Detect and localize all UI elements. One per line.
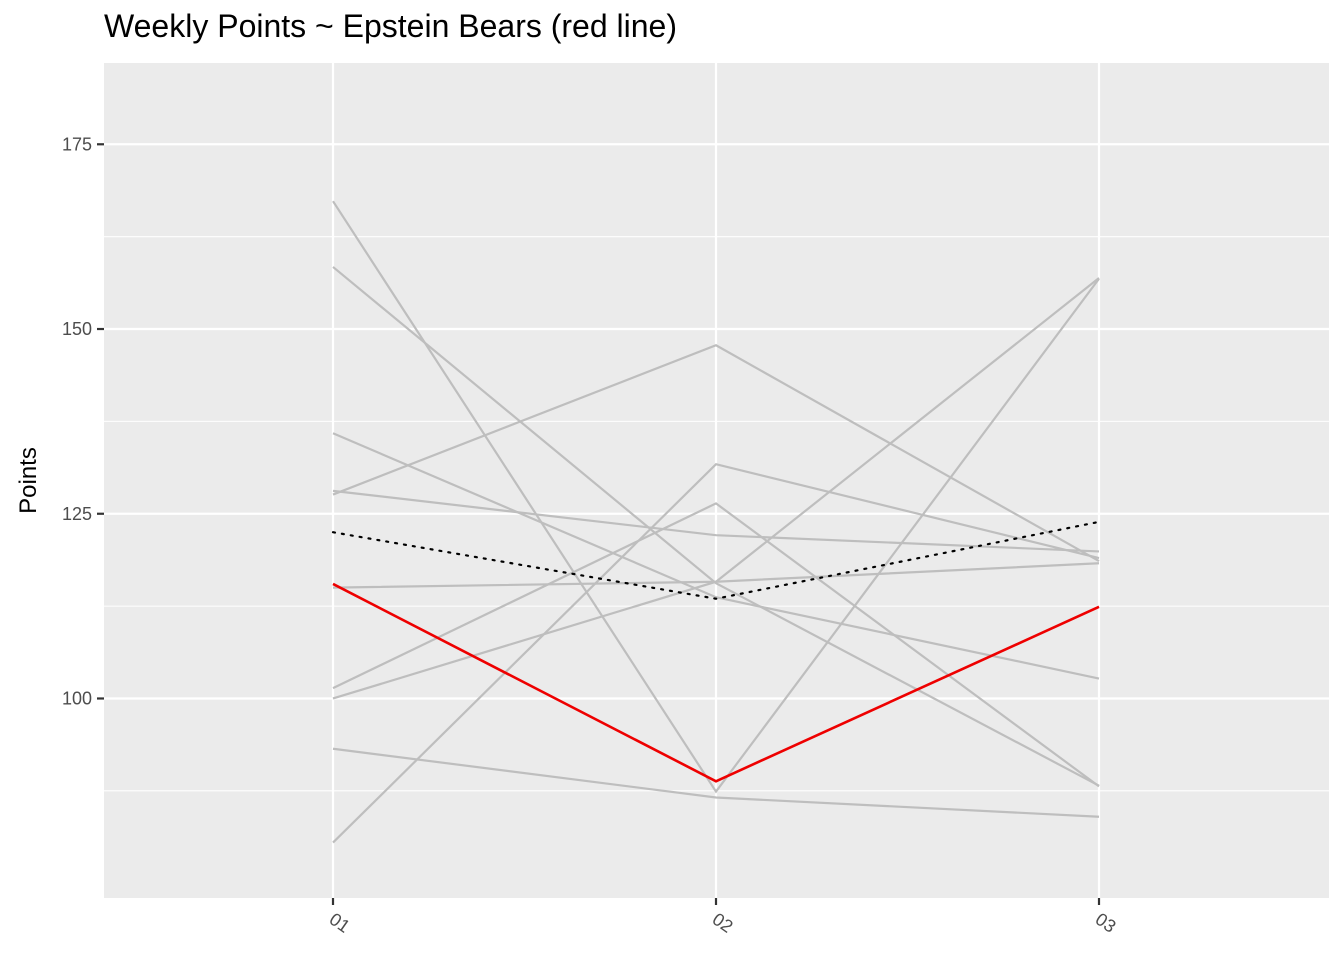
highlight-team-line (332, 582, 1100, 783)
team-line (332, 432, 1100, 680)
x-tick-label: 02 (709, 909, 737, 937)
x-tick-label: 01 (326, 909, 354, 937)
team-line (332, 266, 1100, 787)
team-line (332, 344, 1100, 563)
team-line (332, 200, 1100, 794)
y-tick-label: 125 (62, 504, 92, 524)
team-line (332, 502, 1100, 788)
team-line (332, 463, 1100, 844)
series-layer (331, 200, 1101, 844)
team-line (332, 277, 1100, 700)
x-tick-label: 03 (1092, 909, 1120, 937)
y-axis-title: Points (15, 447, 42, 514)
y-tick-label: 100 (62, 688, 92, 708)
grid-layer (104, 63, 1329, 898)
team-line (332, 747, 1100, 818)
team-line (332, 489, 1100, 553)
y-tick-label: 175 (62, 134, 92, 154)
average-line (331, 520, 1101, 600)
chart-title: Weekly Points ~ Epstein Bears (red line) (104, 8, 677, 44)
y-tick-label: 150 (62, 319, 92, 339)
